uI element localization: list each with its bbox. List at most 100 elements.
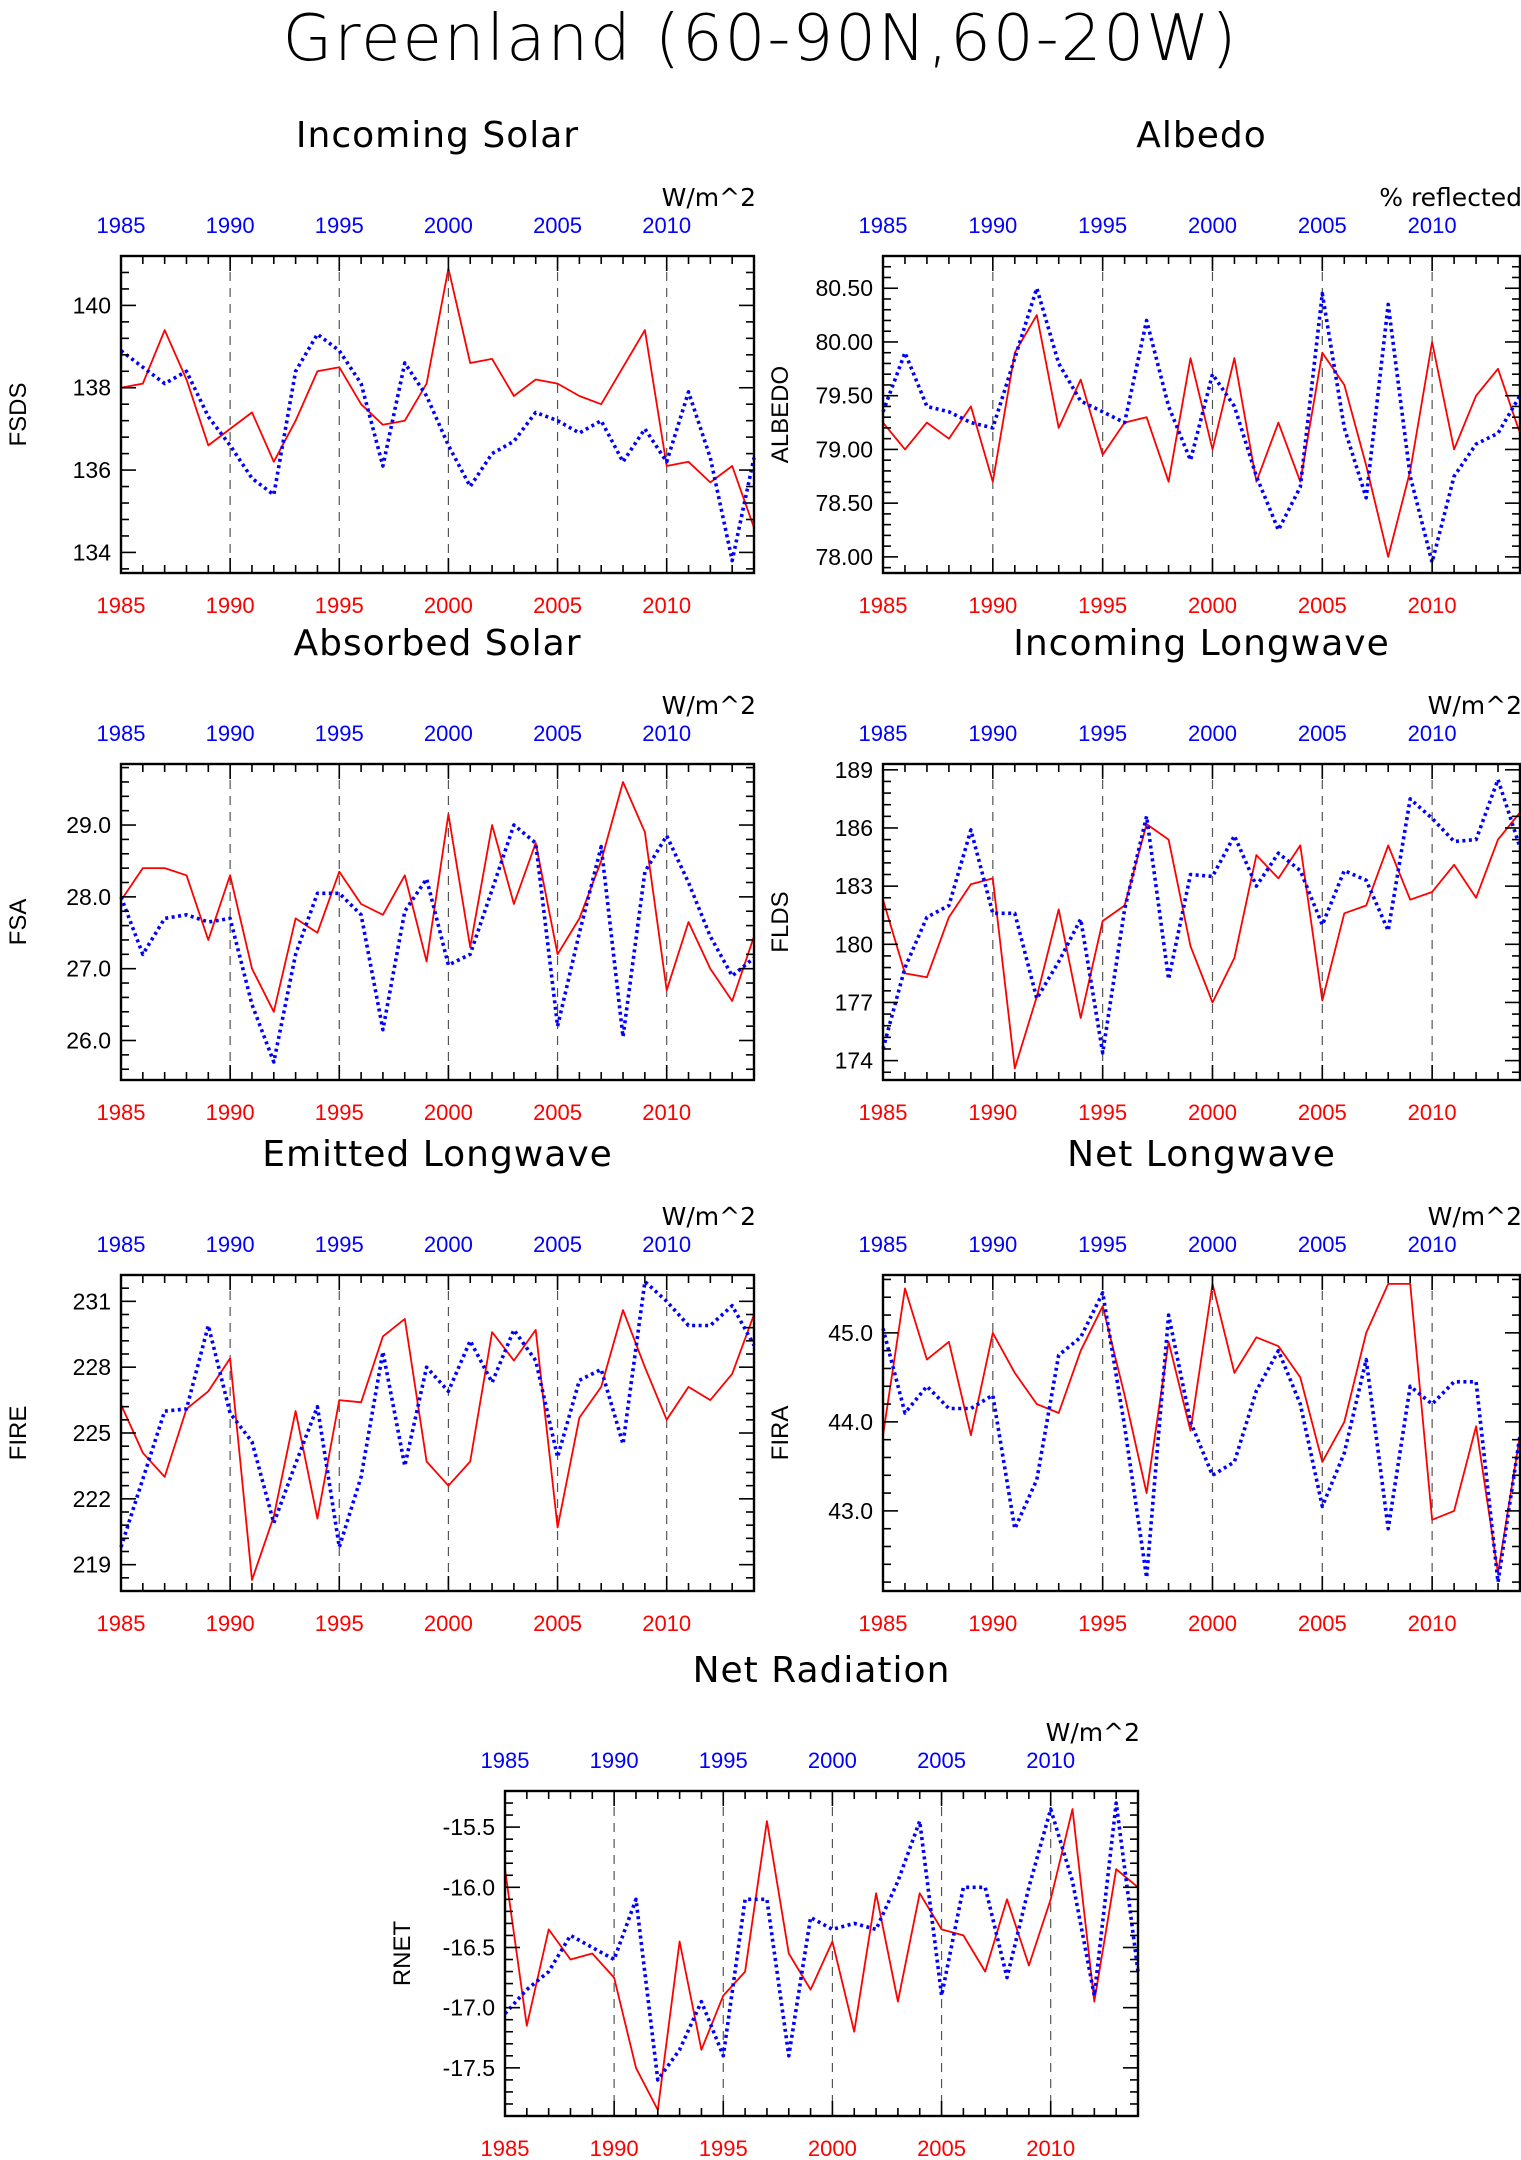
chart-title: Albedo: [1136, 115, 1267, 156]
x-tick-label-bottom: 1985: [859, 593, 908, 618]
y-tick-label: 177: [835, 989, 873, 1015]
y-axis-label: FIRA: [767, 1406, 794, 1461]
rnet-series-blue: [503, 1801, 1140, 2082]
fira-series-blue: [881, 1291, 1521, 1584]
x-tick-label-bottom: 2005: [533, 1611, 582, 1636]
unit-label: % reflected: [1379, 183, 1521, 212]
x-tick-label-bottom: 1985: [97, 593, 146, 618]
x-tick-label-bottom: 1985: [481, 2136, 530, 2160]
fira-panel: 43.0 44.0 45.0 1985 1985 1990 1990 1995 1995 2000…: [767, 1134, 1521, 1636]
x-tick-label-top: 1985: [859, 721, 908, 746]
y-tick-label: 180: [835, 931, 873, 957]
page-title: Greenland (60-90N,60-20W): [282, 2, 1239, 76]
x-tick-label-bottom: 2000: [424, 1611, 473, 1636]
fire-panel: 219 222 225 228 231 1985 1985 1990 1990 1995 1995 2…: [5, 1134, 756, 1636]
x-tick-label-bottom: 2005: [1298, 1100, 1347, 1125]
fira-frame: [881, 1273, 1521, 1593]
x-tick-label-top: 1995: [1078, 721, 1127, 746]
y-tick-label: -16.0: [443, 1874, 495, 1900]
y-tick-label: 231: [73, 1288, 111, 1314]
x-tick-label-top: 1985: [481, 1748, 530, 1773]
x-tick-label-top: 2005: [917, 1748, 966, 1773]
y-tick-label: 140: [73, 292, 111, 318]
fire-series-blue: [119, 1279, 756, 1549]
x-tick-label-top: 1985: [97, 721, 146, 746]
x-tick-label-top: 1990: [590, 1748, 639, 1773]
fsds-series-red: [120, 267, 755, 528]
albedo-panel: 78.00 78.50 79.00 79.50 80.00 80.50 1985 1985 19…: [767, 115, 1521, 618]
x-tick-label-top: 2010: [642, 1232, 691, 1257]
x-tick-label-top: 1995: [315, 721, 364, 746]
x-tick-label-bottom: 2000: [808, 2136, 857, 2160]
y-tick-label: 186: [835, 815, 873, 841]
x-tick-label-top: 1990: [968, 213, 1017, 238]
x-tick-label-top: 1985: [859, 1232, 908, 1257]
y-tick-label: -15.5: [443, 1814, 495, 1840]
x-tick-label-top: 1995: [699, 1748, 748, 1773]
albedo-frame: [881, 254, 1521, 575]
x-tick-label-bottom: 2005: [917, 2136, 966, 2160]
y-tick-label: 80.00: [815, 329, 873, 355]
x-tick-label-bottom: 2010: [1026, 2136, 1075, 2160]
y-axis-label: ALBEDO: [767, 366, 794, 463]
x-tick-label-bottom: 1985: [859, 1100, 908, 1125]
chart-title: Incoming Solar: [296, 115, 579, 156]
unit-label: W/m^2: [1428, 1202, 1521, 1231]
fira-series-red: [882, 1283, 1521, 1575]
albedo-series-red: [882, 314, 1521, 558]
x-tick-label-top: 2000: [424, 1232, 473, 1257]
y-tick-label: 225: [73, 1420, 111, 1446]
x-tick-label-top: 2010: [642, 213, 691, 238]
x-tick-label-top: 2010: [1408, 1232, 1457, 1257]
unit-label: W/m^2: [662, 183, 756, 212]
x-tick-label-top: 1985: [97, 213, 146, 238]
fsa-panel: 26.0 27.0 28.0 29.0 1985 1985 1990 1990 1995 1995…: [5, 623, 756, 1125]
x-tick-label-bottom: 2010: [642, 593, 691, 618]
y-tick-label: -16.5: [443, 1934, 495, 1960]
chart-title: Net Longwave: [1067, 1134, 1336, 1175]
x-tick-label-bottom: 1985: [97, 1100, 146, 1125]
y-tick-label: 138: [73, 375, 111, 401]
x-tick-label-bottom: 2010: [642, 1100, 691, 1125]
albedo-series-blue: [881, 286, 1521, 565]
y-tick-label: 222: [73, 1486, 111, 1512]
flds-panel: 174 177 180 183 186 189 1985 1985 1990 1990 1995 19…: [767, 623, 1521, 1125]
y-tick-label: 28.0: [66, 884, 111, 910]
chart-title: Net Radiation: [693, 1650, 951, 1691]
x-tick-label-bottom: 1985: [97, 1611, 146, 1636]
y-tick-label: 219: [73, 1552, 111, 1578]
chart-title: Incoming Longwave: [1013, 623, 1390, 664]
x-tick-label-bottom: 2010: [642, 1611, 691, 1636]
unit-label: W/m^2: [1428, 691, 1521, 720]
x-tick-label-top: 1995: [1078, 1232, 1127, 1257]
y-tick-label: 189: [835, 757, 873, 783]
y-tick-label: 79.50: [815, 383, 873, 409]
y-tick-label: 43.0: [828, 1498, 873, 1524]
x-tick-label-bottom: 1990: [206, 593, 255, 618]
y-tick-label: 27.0: [66, 956, 111, 982]
y-tick-label: 45.0: [828, 1320, 873, 1346]
y-tick-label: 79.00: [815, 436, 873, 462]
x-tick-label-top: 2005: [1298, 721, 1347, 746]
x-tick-label-bottom: 1990: [590, 2136, 639, 2160]
y-axis-label: FLDS: [767, 891, 794, 952]
x-tick-label-top: 1990: [206, 721, 255, 746]
y-tick-label: 26.0: [66, 1028, 111, 1054]
fsa-series-blue: [119, 823, 756, 1064]
y-tick-label: 78.50: [815, 490, 873, 516]
x-tick-label-top: 1995: [315, 213, 364, 238]
x-tick-label-bottom: 2005: [1298, 593, 1347, 618]
x-tick-label-top: 1990: [968, 721, 1017, 746]
x-tick-label-top: 2010: [642, 721, 691, 746]
x-tick-label-top: 2000: [424, 213, 473, 238]
x-tick-label-top: 2000: [1188, 213, 1237, 238]
x-tick-label-bottom: 2005: [533, 593, 582, 618]
x-tick-label-top: 2005: [533, 721, 582, 746]
x-tick-label-bottom: 1990: [206, 1611, 255, 1636]
y-tick-label: 228: [73, 1354, 111, 1380]
x-tick-label-top: 2005: [1298, 213, 1347, 238]
fsds-panel: 134 136 138 140 1985 1985 1990 1990 1995 1995 2000…: [5, 115, 756, 618]
x-tick-label-bottom: 1990: [968, 593, 1017, 618]
x-tick-label-bottom: 2000: [1188, 593, 1237, 618]
x-tick-label-bottom: 1995: [315, 1611, 364, 1636]
